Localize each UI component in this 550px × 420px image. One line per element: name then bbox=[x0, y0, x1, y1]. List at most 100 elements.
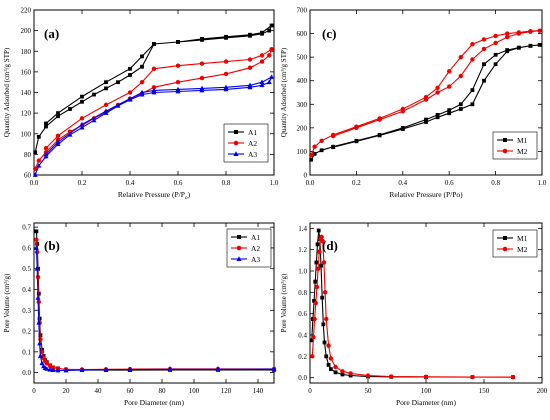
data-point-A3 bbox=[32, 172, 38, 177]
data-point-A1 bbox=[33, 150, 38, 155]
data-point-A1 bbox=[260, 30, 264, 35]
legend-marker-M2 bbox=[502, 246, 508, 252]
data-point-M1 bbox=[470, 88, 475, 93]
data-point-A3 bbox=[175, 86, 181, 92]
x-tick-label: 20 bbox=[63, 387, 71, 395]
data-point-A3 bbox=[63, 367, 69, 373]
data-point-M2 bbox=[447, 84, 452, 89]
data-point-M2 bbox=[319, 138, 324, 144]
legend-label-A2: A2 bbox=[248, 139, 257, 148]
data-point-A2 bbox=[151, 85, 157, 90]
data-point-A1 bbox=[152, 42, 156, 46]
data-point-A2 bbox=[267, 53, 272, 58]
data-point-M1 bbox=[331, 145, 336, 150]
data-point-M1 bbox=[458, 107, 463, 111]
x-tick-label: 60 bbox=[127, 387, 135, 395]
data-point-M2 bbox=[435, 85, 440, 90]
data-point-M1 bbox=[320, 295, 325, 300]
legend-label-A2: A2 bbox=[251, 244, 260, 253]
data-point-A3 bbox=[44, 366, 50, 371]
data-point-A1 bbox=[140, 54, 144, 59]
data-point-M1 bbox=[313, 279, 318, 284]
y-tick-label: 0.3 bbox=[22, 307, 31, 315]
data-point-A2 bbox=[223, 59, 229, 64]
legend-label-M1: M1 bbox=[517, 234, 528, 243]
y-axis-title: Quantity Adsorbed (cm³/g STP) bbox=[280, 47, 288, 137]
data-point-A2 bbox=[223, 71, 229, 77]
data-point-M2 bbox=[319, 234, 324, 240]
data-point-M1 bbox=[312, 151, 317, 156]
y-tick-label: 220 bbox=[21, 7, 32, 15]
data-point-A2 bbox=[269, 46, 274, 52]
panel-label: (d) bbox=[322, 238, 338, 253]
data-point-M2 bbox=[537, 28, 542, 33]
x-tick-label: 200 bbox=[537, 387, 548, 395]
data-point-A2 bbox=[79, 116, 85, 121]
data-point-A3 bbox=[103, 367, 109, 372]
x-tick-label: 120 bbox=[221, 387, 232, 395]
data-point-M2 bbox=[528, 29, 533, 34]
data-point-M2 bbox=[493, 40, 498, 46]
y-tick-label: 1.4 bbox=[298, 225, 307, 233]
data-point-M1 bbox=[328, 367, 333, 372]
y-tick-label: 0.4 bbox=[298, 332, 307, 340]
data-point-M1 bbox=[309, 157, 314, 162]
data-point-A1 bbox=[80, 99, 84, 104]
plot-frame bbox=[309, 9, 543, 176]
series-M2 bbox=[308, 28, 542, 158]
data-point-A2 bbox=[259, 59, 265, 64]
x-tick-label: 1.0 bbox=[270, 179, 279, 187]
legend-label-A3: A3 bbox=[248, 150, 257, 159]
data-point-A2 bbox=[34, 237, 39, 242]
legend-box bbox=[492, 229, 538, 258]
data-point-M1 bbox=[354, 139, 359, 144]
data-point-A1 bbox=[269, 23, 274, 28]
legend-label-M2: M2 bbox=[517, 147, 528, 156]
panel-label: (c) bbox=[322, 26, 336, 41]
data-point-A1 bbox=[200, 36, 204, 41]
y-tick-label: 60 bbox=[24, 172, 32, 180]
series-A3 bbox=[33, 245, 277, 373]
data-point-M2 bbox=[331, 133, 336, 139]
data-point-A2 bbox=[44, 361, 49, 366]
data-point-A3 bbox=[36, 320, 42, 325]
data-point-M1 bbox=[319, 148, 324, 153]
x-tick-label: 80 bbox=[159, 387, 167, 395]
legend-marker-M1 bbox=[503, 236, 507, 240]
series-M2 bbox=[310, 234, 516, 380]
data-point-A2 bbox=[33, 166, 38, 172]
data-point-M2 bbox=[470, 374, 475, 380]
data-point-M1 bbox=[482, 78, 486, 83]
legend-label-A1: A1 bbox=[251, 233, 260, 242]
data-point-M2 bbox=[308, 152, 314, 158]
y-tick-label: 0.6 bbox=[298, 310, 307, 318]
data-point-M2 bbox=[317, 249, 322, 254]
data-point-A2 bbox=[36, 158, 41, 163]
y-tick-label: 0.1 bbox=[22, 348, 31, 356]
data-point-M1 bbox=[319, 263, 323, 268]
legend: A1 A2 A3 bbox=[226, 228, 272, 268]
data-point-A2 bbox=[247, 57, 253, 62]
data-point-A2 bbox=[151, 66, 157, 71]
chart-panel-a: 0.0 0.2 0.4 0.6 0.8 1.0 60 80 100 120 140 160 180 200… bbox=[3, 7, 279, 202]
data-point-A2 bbox=[175, 79, 181, 85]
data-point-M2 bbox=[326, 343, 331, 348]
data-point-A2 bbox=[39, 349, 45, 355]
data-point-A3 bbox=[39, 360, 45, 366]
data-point-M1 bbox=[435, 115, 440, 120]
data-point-M2 bbox=[312, 144, 317, 149]
data-point-M1 bbox=[333, 370, 338, 375]
data-point-M2 bbox=[481, 46, 487, 52]
data-point-A3 bbox=[167, 366, 173, 372]
y-axis-title: Pore Volume (cm³/g) bbox=[280, 273, 288, 332]
data-point-A3 bbox=[37, 353, 43, 358]
y-tick-label: 300 bbox=[297, 101, 308, 109]
x-tick-label: 150 bbox=[479, 387, 490, 395]
data-point-M2 bbox=[423, 374, 429, 380]
data-point-A3 bbox=[223, 84, 229, 90]
x-axis-title: Pore Diameter (nm) bbox=[124, 398, 184, 407]
data-point-A1 bbox=[68, 107, 72, 111]
data-point-A2 bbox=[175, 63, 181, 68]
data-point-M2 bbox=[516, 31, 521, 36]
panel-label: (b) bbox=[44, 238, 60, 253]
